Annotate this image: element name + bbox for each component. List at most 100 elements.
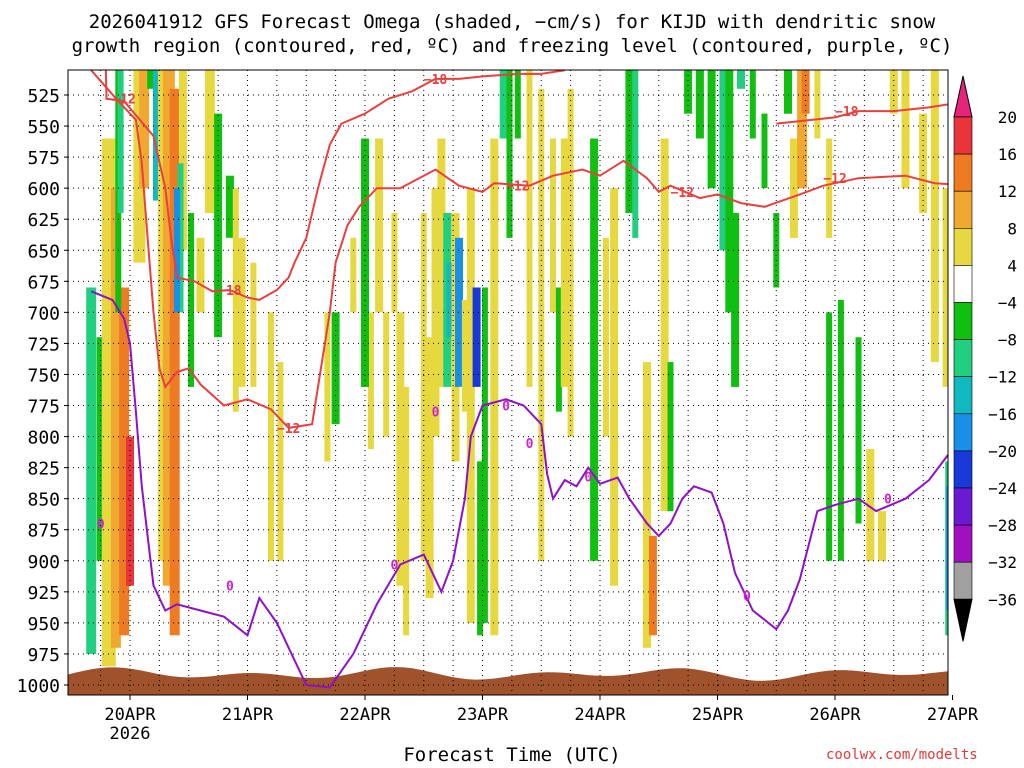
omega-cell [667, 362, 674, 512]
x-year-label: 2026 [110, 724, 151, 744]
omega-cell [350, 237, 357, 313]
omega-cell [514, 70, 521, 139]
omega-cell [901, 70, 910, 189]
colorbar-label: −4 [998, 294, 1017, 313]
x-axis: 20APR 21APR 22APR 23APR 24APR 25APR 26APR 27APR… [104, 695, 979, 744]
omega-cell [153, 70, 161, 201]
omega-cell [461, 299, 468, 412]
omega-cell [367, 312, 374, 449]
omega-cell [602, 237, 609, 437]
y-tick-label: 525 [27, 86, 60, 107]
omega-cell [375, 138, 384, 313]
y-tick-label: 900 [27, 552, 60, 573]
omega-cell [814, 70, 821, 139]
colorbar: 20 16 12 8 4 −4 −8 −12 −16 −20 −24 −28 −32 −36 [953, 75, 1017, 642]
omega-cell [110, 188, 121, 648]
y-tick-label: 800 [27, 428, 60, 449]
omega-cell [268, 312, 274, 561]
omega-cell [169, 88, 180, 636]
colorbar-label: 8 [1007, 219, 1017, 238]
colorbar-box [953, 376, 973, 415]
omega-cell [725, 70, 734, 313]
y-tick-label: 975 [27, 645, 60, 666]
omega-cell [425, 337, 434, 598]
x-tick-label: 26APR [809, 705, 861, 725]
omega-cell [560, 138, 569, 387]
omega-cell [225, 175, 234, 238]
omega-cell [237, 237, 246, 387]
y-tick-label: 575 [27, 148, 60, 169]
contour-label-red: −12 [671, 186, 694, 201]
chart-title-line-2: growth region (contoured, red, ºC) and f… [71, 35, 953, 57]
colorbar-box [953, 228, 973, 266]
y-tick-label: 750 [27, 365, 60, 386]
contour-line-1 [104, 70, 565, 301]
colorbar-label: −36 [988, 590, 1017, 609]
y-tick-label: 875 [27, 521, 60, 542]
omega-cell [878, 511, 886, 561]
contour-label-purple: 0 [226, 580, 234, 595]
x-axis-title: Forecast Time (UTC) [403, 744, 621, 766]
omega-cell [117, 70, 124, 213]
omega-cell [86, 287, 97, 654]
omega-cell [942, 188, 948, 387]
y-tick-label: 550 [27, 117, 60, 138]
omega-cell [174, 188, 180, 313]
omega-cell [707, 70, 716, 189]
colorbar-box [953, 339, 973, 378]
contour-label-purple: 0 [432, 406, 440, 421]
omega-cell [610, 188, 619, 586]
colorbar-box [953, 116, 973, 155]
omega-cell [472, 287, 481, 387]
colorbar-box [953, 190, 973, 229]
contour-label-purple: 0 [743, 590, 751, 605]
colorbar-label: 20 [998, 108, 1017, 127]
contour-label-purple: 0 [502, 400, 510, 415]
omega-cell [250, 262, 257, 387]
omega-cell [361, 138, 369, 387]
omega-cell [431, 188, 440, 437]
contour-label-purple: 0 [390, 559, 398, 574]
omega-cell [567, 88, 574, 437]
omega-cell [761, 113, 768, 189]
colorbar-box [953, 413, 973, 452]
y-tick-label: 625 [27, 210, 60, 231]
omega-cell [719, 70, 728, 251]
colorbar-label: −12 [988, 368, 1017, 387]
colorbar-box [953, 487, 973, 526]
plot-frame [67, 69, 949, 696]
omega-cell [643, 362, 651, 648]
omega-cell [731, 213, 740, 387]
x-tick-label: 24APR [574, 705, 626, 725]
omega-cell [648, 535, 657, 636]
x-tick-label: 22APR [339, 705, 391, 725]
y-tick-label: 825 [27, 459, 60, 480]
colorbar-box [953, 153, 973, 192]
omega-cell [684, 70, 693, 114]
omega-cell [204, 70, 215, 213]
contour-label-purple: 0 [584, 470, 592, 485]
contour-label-red: −18 [218, 284, 242, 299]
omega-cell [437, 138, 446, 387]
omega-cell [466, 188, 475, 623]
contour-label-purple: 0 [884, 493, 892, 508]
omega-cell [119, 287, 130, 636]
omega-cell [126, 436, 134, 586]
x-tick-label: 25APR [692, 705, 744, 725]
colorbar-label: −24 [988, 479, 1017, 498]
y-tick-label: 600 [27, 179, 60, 200]
x-tick-label: 23APR [457, 705, 509, 725]
colorbar-label: −28 [988, 516, 1017, 535]
omega-cell [403, 386, 410, 636]
omega-cell [177, 163, 184, 313]
contour-label-red: −12 [277, 422, 300, 437]
omega-cell [396, 312, 405, 586]
contour-line-2 [90, 70, 948, 429]
omega-cell [826, 138, 833, 238]
omega-cell [625, 70, 634, 213]
colorbar-label: −32 [988, 553, 1017, 572]
x-tick-label: 21APR [222, 705, 274, 725]
colorbar-box [953, 450, 973, 489]
credit-link[interactable]: coolwx.com/modelts [826, 747, 978, 763]
